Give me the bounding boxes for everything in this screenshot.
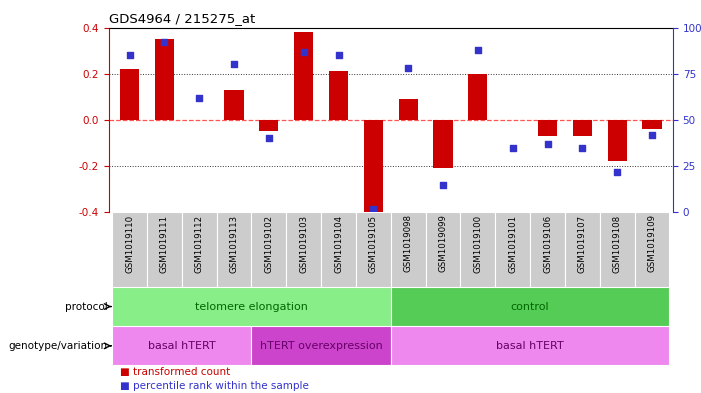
Bar bbox=[364, 120, 383, 215]
Text: telomere elongation: telomere elongation bbox=[195, 301, 308, 312]
Point bbox=[333, 52, 344, 58]
Bar bbox=[468, 73, 487, 120]
Text: basal hTERT: basal hTERT bbox=[496, 341, 564, 351]
Text: genotype/variation: genotype/variation bbox=[9, 341, 108, 351]
Bar bbox=[356, 212, 391, 287]
Bar bbox=[286, 212, 321, 287]
Bar bbox=[112, 287, 391, 326]
Text: GSM1019098: GSM1019098 bbox=[404, 215, 413, 272]
Bar bbox=[600, 212, 634, 287]
Text: GSM1019108: GSM1019108 bbox=[613, 215, 622, 273]
Text: hTERT overexpression: hTERT overexpression bbox=[260, 341, 383, 351]
Text: GSM1019103: GSM1019103 bbox=[299, 215, 308, 273]
Bar bbox=[426, 212, 461, 287]
Bar bbox=[252, 212, 286, 287]
Point bbox=[159, 39, 170, 46]
Bar bbox=[538, 120, 557, 136]
Point bbox=[124, 52, 135, 58]
Bar bbox=[461, 212, 496, 287]
Point bbox=[611, 169, 622, 175]
Bar bbox=[433, 120, 453, 168]
Bar bbox=[112, 212, 147, 287]
Bar bbox=[294, 32, 313, 120]
Bar bbox=[329, 72, 348, 120]
Text: GSM1019109: GSM1019109 bbox=[648, 215, 657, 272]
Text: GSM1019101: GSM1019101 bbox=[508, 215, 517, 273]
Text: GSM1019107: GSM1019107 bbox=[578, 215, 587, 273]
Text: basal hTERT: basal hTERT bbox=[148, 341, 216, 351]
Point bbox=[193, 95, 205, 101]
Bar bbox=[643, 120, 662, 129]
Point bbox=[577, 144, 588, 151]
Bar bbox=[155, 39, 174, 120]
Text: control: control bbox=[511, 301, 550, 312]
Bar bbox=[224, 90, 244, 120]
Text: GSM1019106: GSM1019106 bbox=[543, 215, 552, 273]
Bar bbox=[252, 326, 391, 365]
Bar bbox=[147, 212, 182, 287]
Point bbox=[542, 141, 553, 147]
Point bbox=[437, 182, 449, 188]
Point bbox=[472, 46, 484, 53]
Bar bbox=[217, 212, 252, 287]
Text: GSM1019102: GSM1019102 bbox=[264, 215, 273, 273]
Bar bbox=[496, 212, 530, 287]
Text: GSM1019104: GSM1019104 bbox=[334, 215, 343, 273]
Bar bbox=[259, 120, 278, 131]
Point bbox=[264, 135, 275, 141]
Bar bbox=[321, 212, 356, 287]
Bar bbox=[391, 287, 669, 326]
Bar bbox=[634, 212, 669, 287]
Text: GSM1019105: GSM1019105 bbox=[369, 215, 378, 273]
Point bbox=[507, 144, 518, 151]
Bar bbox=[182, 212, 217, 287]
Text: GSM1019100: GSM1019100 bbox=[473, 215, 482, 273]
Text: ■ percentile rank within the sample: ■ percentile rank within the sample bbox=[120, 381, 309, 391]
Point bbox=[402, 65, 414, 71]
Text: GSM1019113: GSM1019113 bbox=[229, 215, 238, 273]
Bar bbox=[565, 212, 600, 287]
Text: protocol: protocol bbox=[65, 301, 108, 312]
Bar bbox=[530, 212, 565, 287]
Bar bbox=[391, 212, 426, 287]
Text: GDS4964 / 215275_at: GDS4964 / 215275_at bbox=[109, 12, 255, 25]
Bar bbox=[573, 120, 592, 136]
Point bbox=[229, 61, 240, 68]
Bar bbox=[120, 69, 139, 120]
Bar bbox=[399, 99, 418, 120]
Text: GSM1019110: GSM1019110 bbox=[125, 215, 134, 273]
Text: GSM1019112: GSM1019112 bbox=[195, 215, 204, 273]
Bar bbox=[608, 120, 627, 162]
Point bbox=[368, 206, 379, 212]
Point bbox=[298, 48, 309, 55]
Text: GSM1019099: GSM1019099 bbox=[439, 215, 447, 272]
Bar bbox=[391, 326, 669, 365]
Text: ■ transformed count: ■ transformed count bbox=[120, 367, 230, 377]
Point bbox=[646, 132, 658, 138]
Bar bbox=[112, 326, 252, 365]
Text: GSM1019111: GSM1019111 bbox=[160, 215, 169, 273]
